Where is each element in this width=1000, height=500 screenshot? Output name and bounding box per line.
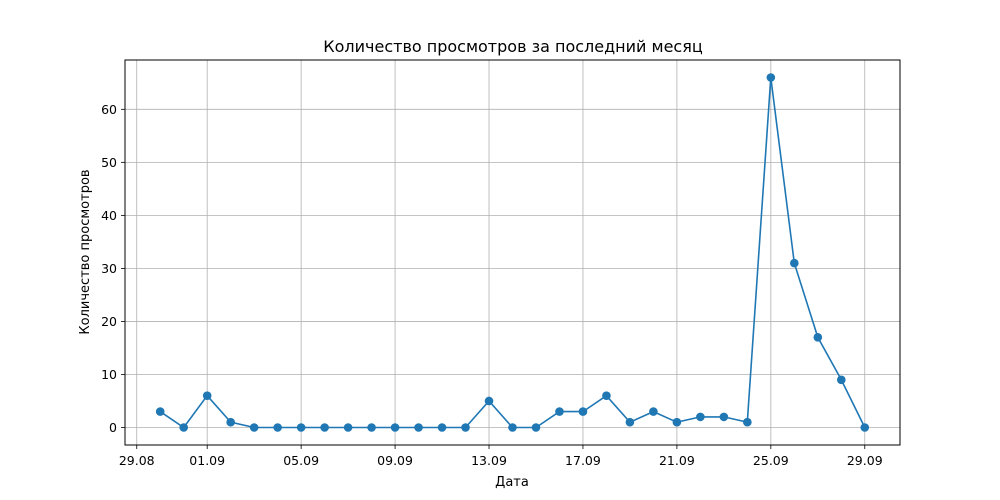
data-point <box>766 73 776 82</box>
x-axis-title: Дата <box>495 475 529 490</box>
y-tick-label: 60 <box>101 102 117 117</box>
y-tick-label: 0 <box>109 420 117 435</box>
y-tick-label: 40 <box>101 208 117 223</box>
x-axis: 29.08 01.09 05.09 09.09 13.09 17.09 21.09 25.09… <box>119 445 883 468</box>
data-point <box>343 423 353 432</box>
grid <box>125 60 900 445</box>
data-point <box>790 258 799 268</box>
plot-area-frame <box>124 59 901 446</box>
data-point <box>860 423 870 432</box>
data-point <box>531 423 541 432</box>
chart-title: Количество просмотров за последний месяц <box>323 37 703 56</box>
y-tick-label: 30 <box>101 261 117 276</box>
data-point <box>672 417 682 427</box>
data-point <box>555 407 564 416</box>
x-tick-label: 17.09 <box>565 453 601 468</box>
x-tick-label: 05.09 <box>283 453 319 468</box>
data-point <box>390 423 400 432</box>
data-points <box>155 73 870 432</box>
x-tick-label: 29.09 <box>847 453 883 468</box>
data-point <box>226 417 235 427</box>
x-tick-label: 09.09 <box>377 453 413 468</box>
x-tick-label: 21.09 <box>659 453 695 468</box>
y-tick-label: 50 <box>101 155 117 170</box>
data-point <box>155 407 165 416</box>
y-axis: 0 10 20 30 40 50 60 <box>101 102 125 435</box>
data-point <box>273 423 282 432</box>
data-point <box>437 423 447 432</box>
data-point <box>461 423 470 432</box>
x-tick-label: 13.09 <box>471 453 507 468</box>
data-point <box>625 417 635 427</box>
y-tick-label: 10 <box>101 367 117 382</box>
x-tick-label: 25.09 <box>753 453 789 468</box>
data-point <box>414 423 423 432</box>
data-point <box>179 423 189 432</box>
data-point <box>367 423 376 432</box>
data-point <box>296 423 306 432</box>
y-axis-title: Количество просмотров <box>78 169 93 334</box>
data-point <box>508 423 517 432</box>
data-point <box>696 412 705 422</box>
data-point <box>836 375 846 385</box>
data-point <box>649 407 658 416</box>
data-point <box>484 396 494 406</box>
data-point <box>578 407 588 416</box>
x-tick-label: 01.09 <box>189 453 225 468</box>
data-point <box>202 391 212 400</box>
series-line <box>159 77 866 429</box>
data-point <box>249 423 259 432</box>
y-tick-label: 20 <box>101 314 117 329</box>
data-point <box>320 423 329 432</box>
data-point <box>719 412 729 422</box>
data-point <box>813 333 823 342</box>
data-point <box>743 417 752 427</box>
data-point <box>602 391 611 400</box>
x-tick-label: 29.08 <box>119 453 155 468</box>
